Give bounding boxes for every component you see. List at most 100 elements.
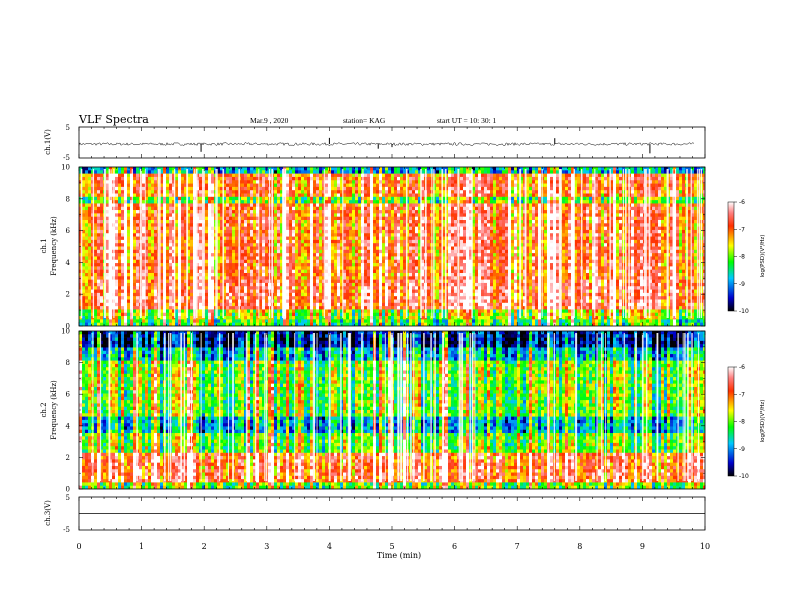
- spectrogram-cell: [655, 203, 659, 208]
- spectrogram-cell: [454, 239, 458, 244]
- spectrogram-cell: [388, 167, 392, 171]
- spectrogram-cell: [631, 226, 635, 231]
- spectrogram-cell: [346, 173, 350, 178]
- spectrogram-cell: [535, 183, 539, 188]
- spectrogram-cell: [520, 193, 524, 198]
- spectrogram-cell: [703, 170, 705, 174]
- spectrogram-cell: [502, 180, 506, 184]
- spectrogram-cell: [253, 186, 257, 191]
- spectrogram-cell: [391, 170, 395, 174]
- spectrogram-cell: [259, 180, 263, 184]
- spectrogram-cell: [448, 170, 452, 174]
- spectrogram-cell: [406, 200, 410, 204]
- spectrogram-cell: [322, 186, 326, 191]
- spectrogram-cell: [277, 210, 281, 214]
- spectrogram-cell: [484, 196, 488, 201]
- spectrogram-cell: [547, 233, 551, 237]
- spectrogram-cell: [406, 176, 410, 181]
- spectrogram-cell: [508, 203, 512, 208]
- spectrogram-cell: [598, 216, 602, 221]
- spectrogram-cell: [484, 223, 488, 227]
- spectrogram-cell: [391, 236, 395, 241]
- spectrogram-cell: [493, 186, 497, 191]
- spectrogram-cell: [142, 233, 146, 237]
- spectrogram-cell: [436, 173, 440, 178]
- spectrogram-cell: [478, 243, 482, 247]
- spectrogram-cell: [463, 233, 467, 237]
- spectrogram-cell: [145, 243, 149, 247]
- spectrogram-cell: [595, 243, 599, 247]
- spectrogram-cell: [142, 226, 146, 231]
- spectrogram-cell: [646, 203, 650, 208]
- spectrogram-cell: [454, 229, 458, 234]
- spectrogram-cell: [328, 223, 332, 227]
- spectrogram-cell: [349, 206, 353, 211]
- spectrogram-cell: [547, 210, 551, 214]
- spectrogram-cell: [484, 239, 488, 244]
- spectrogram-cell: [181, 206, 185, 211]
- spectrogram-cell: [331, 196, 335, 201]
- spectrogram-cell: [382, 220, 386, 224]
- spectrogram-cell: [397, 203, 401, 208]
- spectrogram-cell: [655, 196, 659, 201]
- spectrogram-cell: [325, 233, 329, 237]
- spectrogram-cell: [166, 239, 170, 244]
- spectrogram-cell: [571, 196, 575, 201]
- spectrogram-cell: [442, 196, 446, 201]
- spectrogram-cell: [484, 173, 488, 178]
- spectrogram-cell: [421, 186, 425, 191]
- spectrogram-cell: [190, 176, 194, 181]
- spectrogram-cell: [199, 236, 203, 241]
- spectrogram-cell: [379, 180, 383, 184]
- spectrogram-cell: [100, 213, 104, 217]
- spectrogram-cell: [274, 223, 278, 227]
- spectrogram-cell: [172, 200, 176, 204]
- spectrogram-cell: [292, 229, 296, 234]
- spectrogram-cell: [277, 236, 281, 241]
- spectrogram-cell: [625, 203, 629, 208]
- spectrogram-cell: [115, 193, 119, 198]
- spectrogram-cell: [496, 193, 500, 198]
- spectrogram-cell: [322, 173, 326, 178]
- spectrogram-cell: [244, 200, 248, 204]
- spectrogram-cell: [616, 183, 620, 188]
- spectrogram-cell: [175, 236, 179, 241]
- spectrogram-cell: [463, 203, 467, 208]
- spectrogram-cell: [502, 186, 506, 191]
- spectrogram-cell: [688, 167, 692, 171]
- spectrogram-cell: [661, 196, 665, 201]
- spectrogram-cell: [337, 243, 341, 247]
- spectrogram-cell: [256, 239, 260, 244]
- spectrogram-cell: [163, 183, 167, 188]
- spectrogram-cell: [88, 229, 92, 234]
- spectrogram-cell: [640, 200, 644, 204]
- spectrogram-cell: [100, 236, 104, 241]
- spectrogram-cell: [193, 167, 197, 171]
- spectrogram-cell: [232, 223, 236, 227]
- spectrogram-cell: [409, 176, 413, 181]
- spectrogram-cell: [241, 196, 245, 201]
- spectrogram-cell: [487, 236, 491, 241]
- spectrogram-cell: [664, 176, 668, 181]
- spectrogram-cell: [688, 223, 692, 227]
- spectrogram-cell: [511, 206, 515, 211]
- spectrogram-cell: [517, 183, 521, 188]
- spectrogram-cell: [160, 186, 164, 191]
- spectrogram-cell: [454, 173, 458, 178]
- spectrogram-cell: [88, 190, 92, 194]
- spectrogram-cell: [412, 216, 416, 221]
- spectrogram-cell: [403, 183, 407, 188]
- spectrogram-cell: [511, 170, 515, 174]
- spectrogram-cell: [376, 190, 380, 194]
- spectrogram-cell: [448, 203, 452, 208]
- spectrogram-cell: [499, 226, 503, 231]
- spectrogram-cell: [649, 183, 653, 188]
- spectrogram-cell: [286, 233, 290, 237]
- spectrogram-cell: [397, 183, 401, 188]
- spectrogram-cell: [610, 223, 614, 227]
- spectrogram-cell: [391, 200, 395, 204]
- spectrogram-cell: [394, 229, 398, 234]
- spectrogram-cell: [310, 216, 314, 221]
- spectrogram-cell: [82, 216, 86, 221]
- spectrogram-cell: [445, 239, 449, 244]
